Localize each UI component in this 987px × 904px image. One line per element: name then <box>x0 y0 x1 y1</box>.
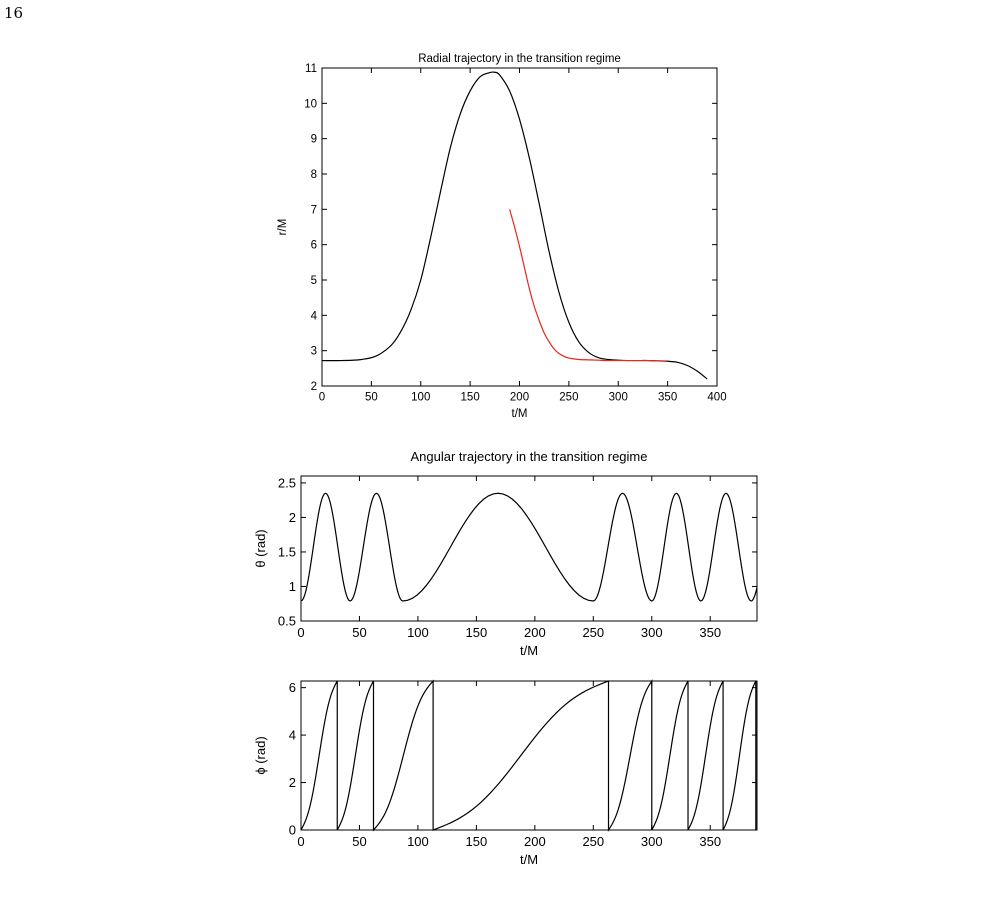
x-tick-label: 0 <box>297 834 304 849</box>
y-tick-label: 11 <box>305 63 317 75</box>
x-tick-label: 200 <box>524 834 546 849</box>
y-tick-label: 1 <box>289 579 296 594</box>
x-tick-label: 250 <box>559 392 578 404</box>
x-tick-label: 350 <box>658 392 677 404</box>
x-tick-label: 250 <box>582 625 604 640</box>
x-axis-label: t/M <box>520 643 538 658</box>
x-tick-label: 50 <box>352 834 366 849</box>
plot-frame <box>300 680 758 831</box>
y-tick-label: 7 <box>311 204 317 216</box>
y-axis-label: θ (rad) <box>253 529 268 567</box>
x-axis-label: t/M <box>512 408 528 420</box>
y-tick-label: 8 <box>311 169 317 181</box>
y-axis-label: r/M <box>277 219 289 236</box>
x-tick-label: 100 <box>407 834 429 849</box>
x-tick-label: 300 <box>641 834 663 849</box>
radial-trajectory-plot: 0 50 100 150 200 250 300 350 400 2 3 4 5 6 7 8 9 10 11 Radi… <box>277 53 727 420</box>
x-tick-label: 0 <box>319 392 325 404</box>
chart-title: Radial trajectory in the transition regi… <box>418 53 621 65</box>
x-tick-label: 200 <box>524 625 546 640</box>
x-tick-label: 0 <box>297 625 304 640</box>
series-line-red <box>509 209 668 362</box>
phi-series-line <box>300 678 757 833</box>
x-tick-label: 50 <box>352 625 366 640</box>
x-tick-label: 150 <box>461 392 480 404</box>
plot-frame <box>321 67 718 387</box>
x-axis-label: t/M <box>520 852 538 867</box>
x-tick-label: 300 <box>641 625 663 640</box>
y-tick-label: 2 <box>289 510 296 525</box>
page-number: 16 <box>4 4 24 22</box>
y-axis-label: ϕ (rad) <box>253 736 268 774</box>
plot-frame <box>300 475 758 622</box>
x-tick-label: 200 <box>510 392 529 404</box>
x-tick-label: 250 <box>582 834 604 849</box>
y-tick-label: 0.5 <box>278 614 296 629</box>
x-tick-label: 350 <box>699 834 721 849</box>
x-tick-label: 100 <box>411 392 430 404</box>
y-tick-label: 3 <box>311 346 317 358</box>
y-tick-label: 4 <box>311 310 318 322</box>
y-tick-label: 2.5 <box>278 475 296 490</box>
y-tick-label: 2 <box>311 381 317 393</box>
x-tick-label: 400 <box>707 392 726 404</box>
y-tick-label: 0 <box>289 823 296 838</box>
y-tick-label: 4 <box>289 728 296 743</box>
y-tick-label: 6 <box>289 680 296 695</box>
angular-theta-plot: 0 50 100 150 200 250 300 350 0.5 1 1.5 2 2.5 Angular … <box>253 449 758 658</box>
angular-phi-plot: 0 50 100 150 200 250 300 350 0 2 4 6 t/M ϕ (rad) <box>253 678 758 867</box>
x-tick-label: 150 <box>466 834 488 849</box>
x-tick-label: 150 <box>466 625 488 640</box>
y-tick-label: 1.5 <box>278 545 296 560</box>
y-tick-label: 6 <box>311 240 317 252</box>
y-tick-label: 5 <box>311 275 317 287</box>
x-tick-label: 50 <box>365 392 378 404</box>
y-tick-label: 2 <box>289 775 296 790</box>
theta-series-line <box>300 492 758 602</box>
chart-title: Angular trajectory in the transition reg… <box>410 449 647 464</box>
x-tick-label: 300 <box>609 392 628 404</box>
y-tick-label: 9 <box>311 134 317 146</box>
x-tick-label: 350 <box>699 625 721 640</box>
x-tick-label: 100 <box>407 625 429 640</box>
y-tick-label: 10 <box>304 98 317 110</box>
